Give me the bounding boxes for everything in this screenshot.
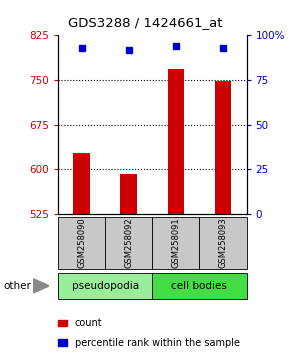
Bar (120, 174, 137, 214)
Bar (215, 81, 231, 214)
Text: GSM258092: GSM258092 (124, 217, 133, 268)
Bar (73, 153, 90, 214)
Text: pseudopodia: pseudopodia (72, 281, 139, 291)
Bar (168, 69, 184, 214)
Text: GSM258093: GSM258093 (218, 217, 227, 268)
Text: percentile rank within the sample: percentile rank within the sample (75, 338, 240, 348)
Text: GSM258090: GSM258090 (77, 217, 86, 268)
Polygon shape (33, 279, 49, 293)
Text: other: other (3, 281, 31, 291)
Text: count: count (75, 318, 102, 328)
Text: cell bodies: cell bodies (171, 281, 227, 291)
Text: GDS3288 / 1424661_at: GDS3288 / 1424661_at (68, 16, 222, 29)
Text: GSM258091: GSM258091 (171, 217, 180, 268)
